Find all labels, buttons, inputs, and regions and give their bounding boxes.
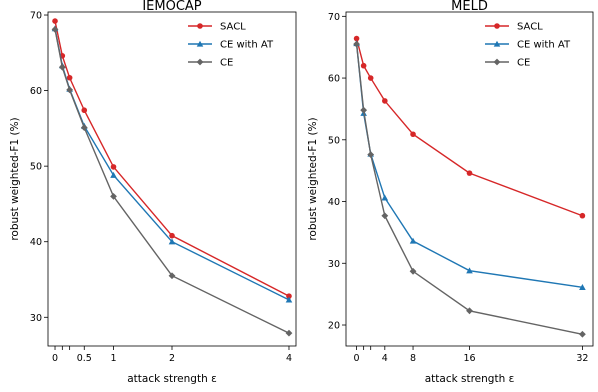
iemocap-point-sacl	[169, 232, 175, 239]
meld-point-ce	[579, 330, 586, 338]
iemocap-panel: IEMOCAP 0 0.5 1 2 4 30 40 50 60 70 attack strength …	[9, 0, 297, 385]
iemocap-y-axis-label: robust weighted-F1 (%)	[9, 117, 21, 240]
meld-point-sacl	[367, 75, 374, 81]
iemocap-legend-marker	[197, 23, 203, 29]
meld-x-tick-label: 4	[382, 353, 388, 364]
meld-point-ce	[409, 267, 417, 275]
meld-y-tick-label: 40	[328, 197, 340, 208]
iemocap-x-axis-label: attack strength ε	[127, 373, 217, 385]
meld-y-tick-label: 60	[328, 74, 340, 85]
meld-y-tick-label: 50	[328, 135, 340, 146]
iemocap-y-tick-label: 60	[30, 86, 42, 97]
meld-legend-label: CE with AT	[517, 40, 571, 51]
iemocap-plot-frame	[47, 11, 297, 347]
meld-legend-item-sacl: SACL	[485, 22, 543, 33]
meld-legend-item-ce-with-at: CE with AT	[485, 40, 571, 51]
meld-legend: SACL CE with AT CE	[485, 22, 571, 69]
iemocap-point-ce	[110, 192, 117, 200]
meld-point-sacl	[579, 212, 586, 219]
meld-plot-frame	[345, 11, 594, 347]
iemocap-point-ce	[58, 63, 66, 71]
iemocap-point-ce	[168, 272, 176, 280]
iemocap-y-tick-label: 40	[30, 237, 42, 248]
iemocap-title: IEMOCAP	[142, 0, 201, 14]
meld-point-sacl	[466, 170, 473, 176]
meld-point-ce-with-at	[466, 267, 473, 274]
meld-series-ce-with-at	[353, 40, 586, 290]
meld-series-ce	[353, 40, 586, 338]
iemocap-series-ce	[51, 25, 293, 337]
iemocap-y-tick-label: 30	[30, 313, 42, 324]
meld-series-sacl	[353, 35, 586, 219]
meld-point-sacl	[360, 62, 367, 69]
meld-point-ce	[367, 151, 375, 159]
meld-point-sacl	[382, 98, 388, 104]
iemocap-legend-item-sacl: SACL	[188, 22, 246, 33]
iemocap-point-sacl	[110, 164, 117, 170]
iemocap-point-sacl	[66, 74, 73, 81]
meld-panel: MELD 0 4 8 16 32 20 30 40 50 60 70 attack strength ε…	[307, 0, 594, 385]
meld-line-ce-with-at	[355, 43, 583, 289]
iemocap-x-tick-label: 0.5	[77, 353, 92, 364]
iemocap-legend-label: CE	[220, 58, 233, 69]
meld-legend-marker	[493, 40, 501, 47]
iemocap-x-tick-label: 0	[52, 353, 58, 364]
iemocap-point-ce	[66, 86, 74, 94]
meld-x-axis-label: attack strength ε	[425, 373, 515, 385]
meld-point-ce-with-at	[579, 284, 586, 290]
meld-point-ce-with-at	[381, 194, 389, 201]
meld-point-sacl	[410, 131, 416, 138]
iemocap-legend: SACL CE with AT CE	[188, 22, 274, 69]
meld-x-tick-label: 0	[354, 353, 360, 364]
meld-y-tick-label: 20	[328, 321, 340, 332]
meld-legend-label: CE	[517, 58, 530, 69]
meld-legend-marker	[494, 23, 500, 29]
meld-point-sacl	[353, 35, 360, 42]
iemocap-point-ce-with-at	[110, 171, 117, 178]
meld-point-ce	[466, 307, 473, 315]
iemocap-legend-marker	[196, 58, 204, 66]
iemocap-point-ce	[51, 25, 59, 33]
meld-legend-marker	[493, 58, 501, 66]
meld-y-axis-label: robust weighted-F1 (%)	[307, 117, 319, 240]
iemocap-y-tick-label: 70	[30, 11, 42, 22]
meld-legend-item-ce: CE	[485, 58, 530, 69]
meld-x-tick-label: 32	[576, 353, 588, 364]
iemocap-series-sacl	[52, 18, 292, 299]
meld-point-ce	[360, 106, 368, 114]
iemocap-x-tick-label: 2	[169, 353, 175, 364]
iemocap-point-ce-with-at	[168, 238, 176, 245]
meld-point-ce	[353, 40, 360, 48]
iemocap-y-tick-label: 50	[30, 162, 42, 173]
iemocap-x-tick-label: 4	[286, 353, 292, 364]
iemocap-series-ce-with-at	[51, 25, 293, 303]
meld-point-ce-with-at	[409, 237, 417, 244]
meld-point-ce	[381, 212, 389, 220]
iemocap-point-ce	[285, 329, 293, 337]
iemocap-line-sacl	[54, 20, 290, 297]
iemocap-legend-label: SACL	[220, 22, 246, 33]
iemocap-point-sacl	[81, 107, 88, 114]
iemocap-legend-item-ce: CE	[188, 58, 233, 69]
meld-title: MELD	[451, 0, 488, 14]
iemocap-point-sacl	[52, 18, 58, 24]
meld-line-ce	[355, 44, 583, 335]
meld-x-tick-label: 8	[410, 353, 416, 364]
iemocap-line-ce-with-at	[54, 28, 290, 301]
iemocap-legend-item-ce-with-at: CE with AT	[188, 40, 274, 51]
iemocap-point-ce-with-at	[285, 296, 293, 303]
iemocap-point-sacl	[286, 293, 292, 299]
meld-x-tick-label: 16	[463, 353, 475, 364]
iemocap-line-ce	[54, 29, 290, 334]
meld-line-sacl	[355, 38, 583, 217]
iemocap-legend-marker	[196, 40, 204, 47]
meld-y-tick-label: 70	[328, 12, 340, 23]
iemocap-legend-label: CE with AT	[220, 40, 274, 51]
meld-legend-label: SACL	[517, 22, 543, 33]
iemocap-x-tick-label: 1	[110, 353, 116, 364]
iemocap-point-ce	[80, 124, 88, 132]
meld-y-tick-label: 30	[328, 259, 340, 270]
